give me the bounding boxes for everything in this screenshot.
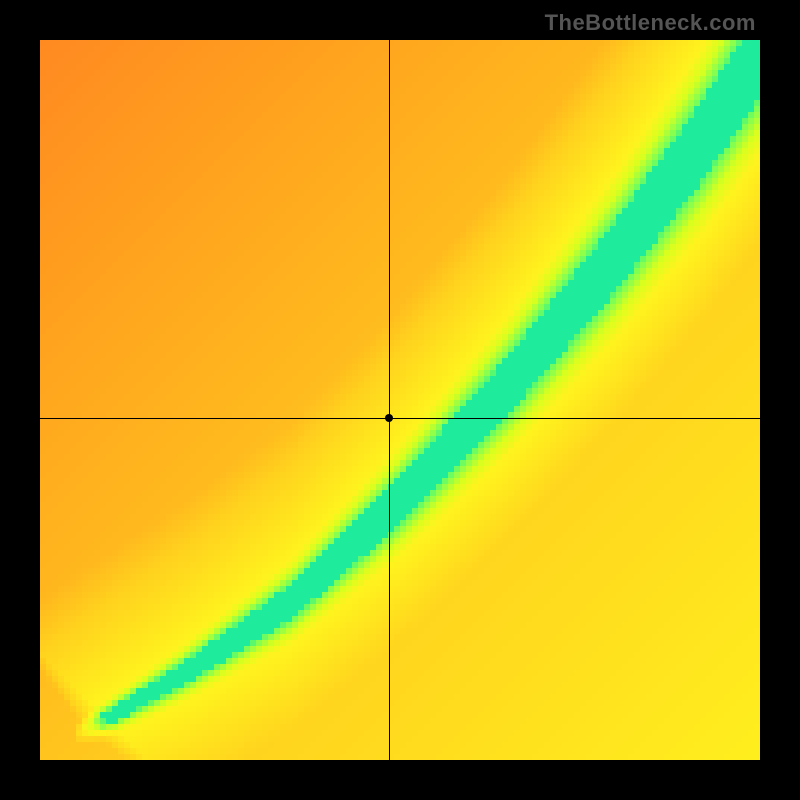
crosshair-vertical: [389, 40, 390, 760]
bottleneck-heatmap-canvas: [40, 40, 760, 760]
plot-area: [40, 40, 760, 760]
outer-frame: TheBottleneck.com: [0, 0, 800, 800]
crosshair-marker-dot: [385, 414, 393, 422]
crosshair-horizontal: [40, 418, 760, 419]
watermark-text: TheBottleneck.com: [545, 10, 756, 36]
